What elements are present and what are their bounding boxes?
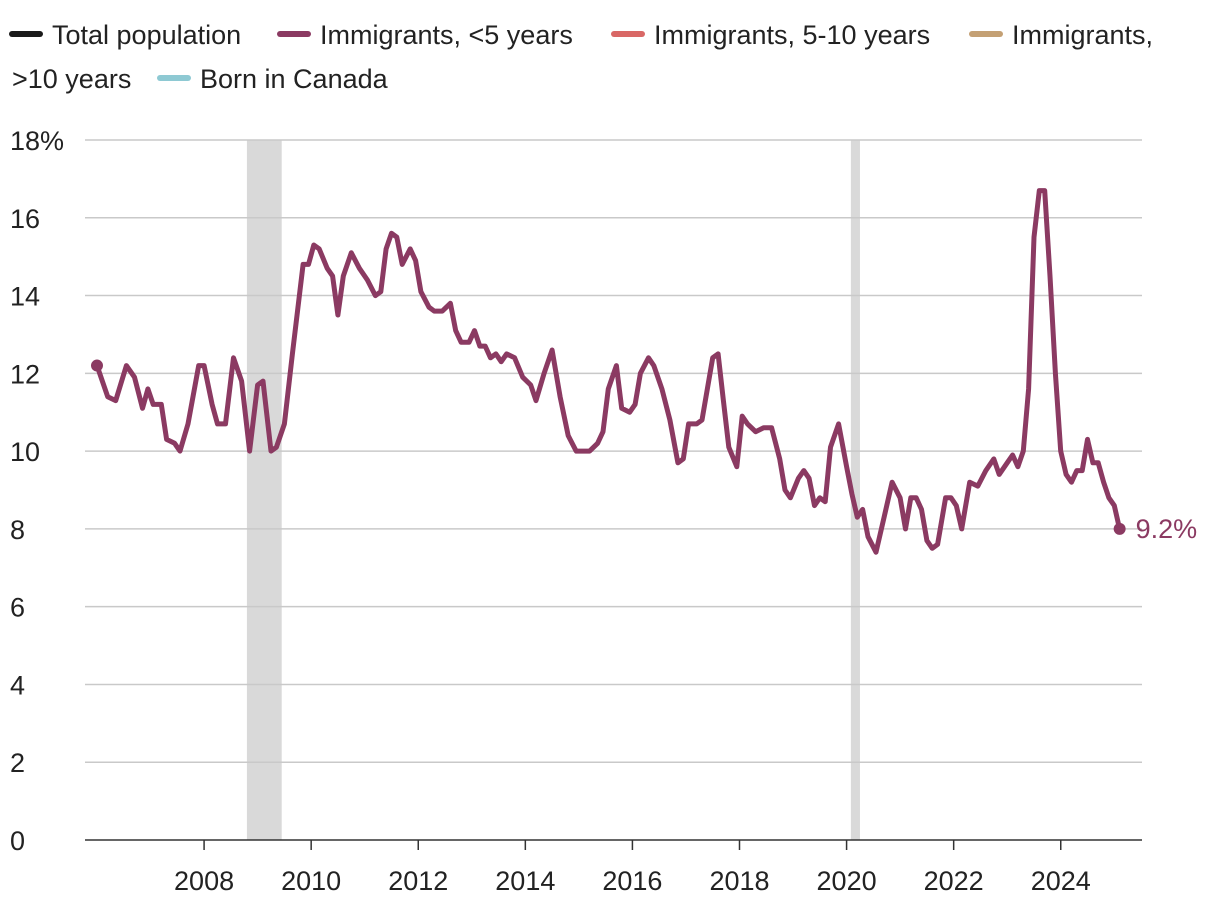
legend: Total population Immigrants, <5 years Im… — [9, 20, 1153, 94]
recession-shading — [246, 140, 860, 840]
legend-label-total-population: Total population — [52, 20, 241, 50]
y-tick-label: 12 — [10, 359, 40, 389]
y-tick-label: 4 — [10, 670, 25, 700]
start-dot-immigrants-5-years — [91, 359, 103, 372]
end-label-immigrants-5-years: 9.2% — [1136, 514, 1198, 544]
x-tick-label: 2022 — [924, 866, 984, 896]
end-labels: 9.2% — [1136, 514, 1198, 544]
x-tick-label: 2008 — [174, 866, 234, 896]
y-tick-label: 0 — [10, 826, 25, 856]
axes: 2008 2010 2012 2014 2016 2018 2020 2022 2024 — [85, 839, 1142, 896]
end-dot-immigrants-5-years — [1113, 522, 1126, 535]
recession-band-2 — [850, 140, 860, 840]
x-tick-label: 2012 — [388, 866, 448, 896]
y-tick-label: 16 — [10, 204, 40, 234]
y-tick-label: 8 — [10, 515, 25, 545]
legend-label-immigrants-under-5: Immigrants, <5 years — [320, 20, 573, 50]
y-tick-label: 18% — [10, 126, 64, 156]
legend-label-immigrants-over-10: Immigrants, — [1012, 20, 1153, 50]
x-tick-label: 2020 — [817, 866, 877, 896]
x-tick-label: 2018 — [709, 866, 769, 896]
legend-label-immigrants-5-10: Immigrants, 5-10 years — [654, 20, 930, 50]
recession-band-1 — [246, 140, 282, 840]
series-line-immigrants-5-years — [94, 188, 1123, 555]
series-lines — [91, 188, 1126, 555]
x-tick-label: 2010 — [281, 866, 341, 896]
y-tick-label: 6 — [10, 593, 25, 623]
y-tick-label: 10 — [10, 437, 40, 467]
y-tick-label: 14 — [10, 282, 40, 312]
x-tick-label: 2014 — [495, 866, 555, 896]
x-tick-label: 2016 — [602, 866, 662, 896]
legend-label-immigrants-over-10-cont: >10 years — [12, 64, 131, 94]
gridlines: 0 2 4 6 8 10 12 14 16 18% — [10, 126, 1142, 856]
x-tick-label: 2024 — [1031, 866, 1091, 896]
y-tick-label: 2 — [10, 748, 25, 778]
legend-label-born-in-canada: Born in Canada — [200, 64, 389, 94]
